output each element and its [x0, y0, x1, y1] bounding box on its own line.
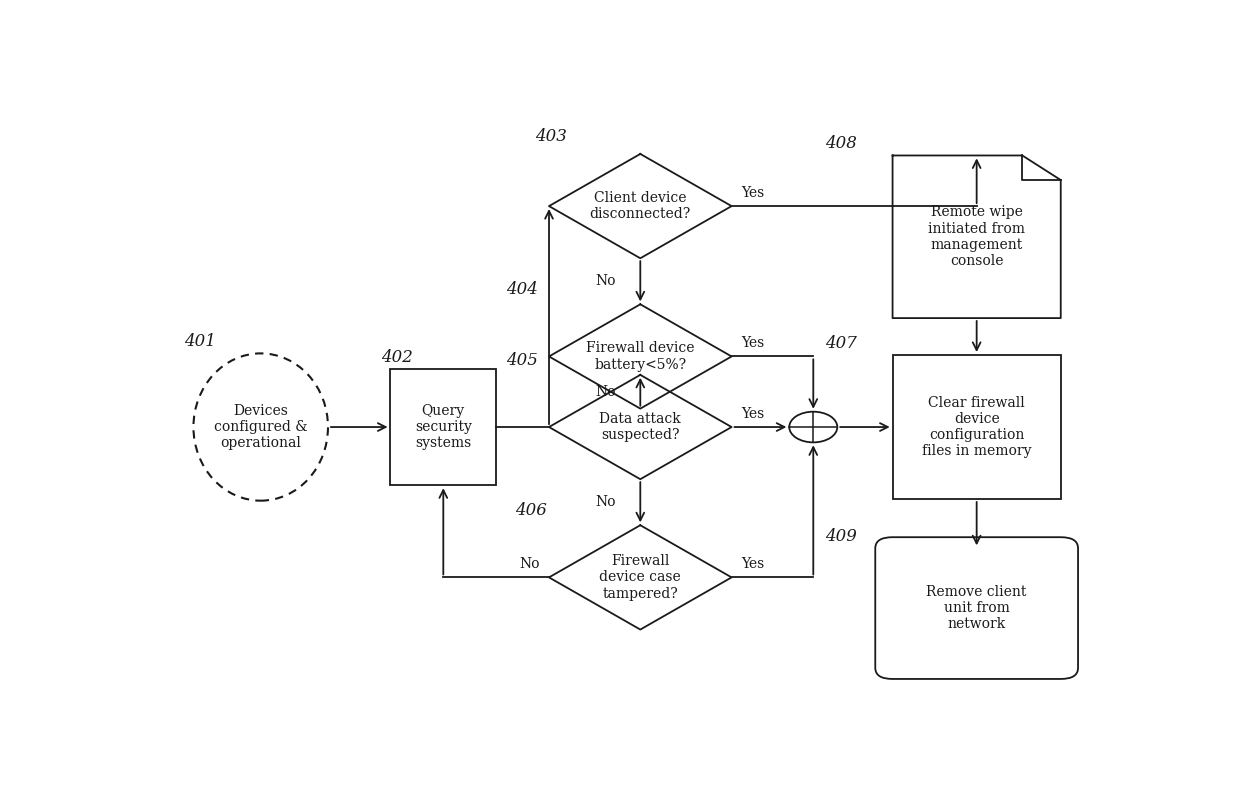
Text: Query
security
systems: Query security systems	[415, 404, 471, 450]
Bar	[391, 369, 496, 485]
Polygon shape	[549, 304, 732, 409]
Text: Yes: Yes	[742, 186, 764, 200]
Circle shape	[790, 412, 837, 442]
Text: 409: 409	[826, 528, 857, 545]
Text: Firewall
device case
tampered?: Firewall device case tampered?	[599, 554, 681, 601]
Polygon shape	[893, 155, 1060, 318]
Text: Clear firewall
device
configuration
files in memory: Clear firewall device configuration file…	[921, 396, 1032, 458]
Ellipse shape	[193, 353, 327, 501]
Text: 406: 406	[516, 502, 547, 519]
Text: No: No	[595, 385, 616, 398]
Polygon shape	[549, 525, 732, 630]
Text: 407: 407	[826, 335, 857, 351]
Text: Client device
disconnected?: Client device disconnected?	[590, 191, 691, 222]
FancyBboxPatch shape	[875, 537, 1078, 679]
Text: 404: 404	[506, 281, 538, 298]
Text: Yes: Yes	[742, 407, 764, 421]
Text: 405: 405	[506, 351, 538, 369]
Text: 402: 402	[381, 348, 413, 366]
Polygon shape	[549, 154, 732, 258]
Bar	[893, 355, 1060, 499]
Text: 401: 401	[184, 333, 216, 351]
Text: Data attack
suspected?: Data attack suspected?	[599, 412, 681, 442]
Text: No: No	[518, 557, 539, 571]
Text: Remote wipe
initiated from
management
console: Remote wipe initiated from management co…	[929, 206, 1025, 268]
Text: Yes: Yes	[742, 557, 764, 571]
Polygon shape	[549, 375, 732, 479]
Text: Firewall device
battery<5%?: Firewall device battery<5%?	[587, 341, 694, 371]
Text: No: No	[595, 274, 616, 289]
Text: 403: 403	[534, 128, 567, 145]
Text: Yes: Yes	[742, 336, 764, 351]
Text: No: No	[595, 495, 616, 509]
Text: Devices
configured &
operational: Devices configured & operational	[213, 404, 308, 450]
Text: 408: 408	[826, 135, 857, 152]
Text: Remove client
unit from
network: Remove client unit from network	[926, 585, 1027, 631]
